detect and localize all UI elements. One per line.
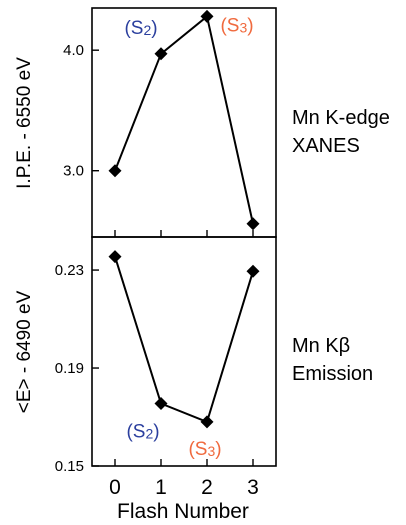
bottom-side-label-line2: Emission	[292, 363, 373, 385]
x-tick-label-2: 2	[201, 476, 213, 499]
x-axis-title: Flash Number	[117, 500, 249, 523]
bottom-ytick-label-2: 0.23	[55, 262, 84, 279]
bottom-series-line	[114, 256, 254, 424]
bottom-ytick-label-1: 0.19	[55, 360, 84, 377]
x-tick-label-1: 1	[155, 476, 167, 499]
top-side-label-line2: XANES	[292, 135, 360, 157]
top-ylabel: I.P.E. - 6550 eV	[14, 57, 35, 189]
bottom-side-label-line1: Mn Kβ	[292, 335, 350, 357]
top-data-point-0	[108, 164, 122, 178]
top-series-line	[114, 14, 254, 224]
bottom-ytick-label-0: 0.15	[55, 458, 84, 475]
top-ytick-label-0: 3.0	[63, 163, 84, 180]
bottom-ylabel: <E> - 6490 eV	[14, 290, 35, 413]
bottom-annotation-1: (S3)	[188, 439, 221, 460]
bottom-data-point-2	[200, 415, 214, 429]
top-data-point-3	[246, 217, 260, 231]
bottom-data-point-3	[246, 264, 260, 278]
top-data-point-1	[154, 47, 168, 61]
x-tick-label-0: 0	[109, 476, 121, 499]
bottom-data-point-0	[108, 250, 122, 264]
top-annotation-0: (S2)	[124, 18, 157, 39]
top-data-point-2	[200, 9, 214, 23]
bottom-data-point-1	[154, 397, 168, 411]
top-ytick-label-1: 4.0	[63, 42, 84, 59]
bottom-panel-frame	[91, 236, 277, 467]
bottom-annotation-0: (S2)	[126, 422, 159, 443]
x-tick-label-3: 3	[247, 476, 259, 499]
top-side-label-line1: Mn K-edge	[292, 107, 390, 129]
top-annotation-1: (S3)	[220, 15, 253, 36]
